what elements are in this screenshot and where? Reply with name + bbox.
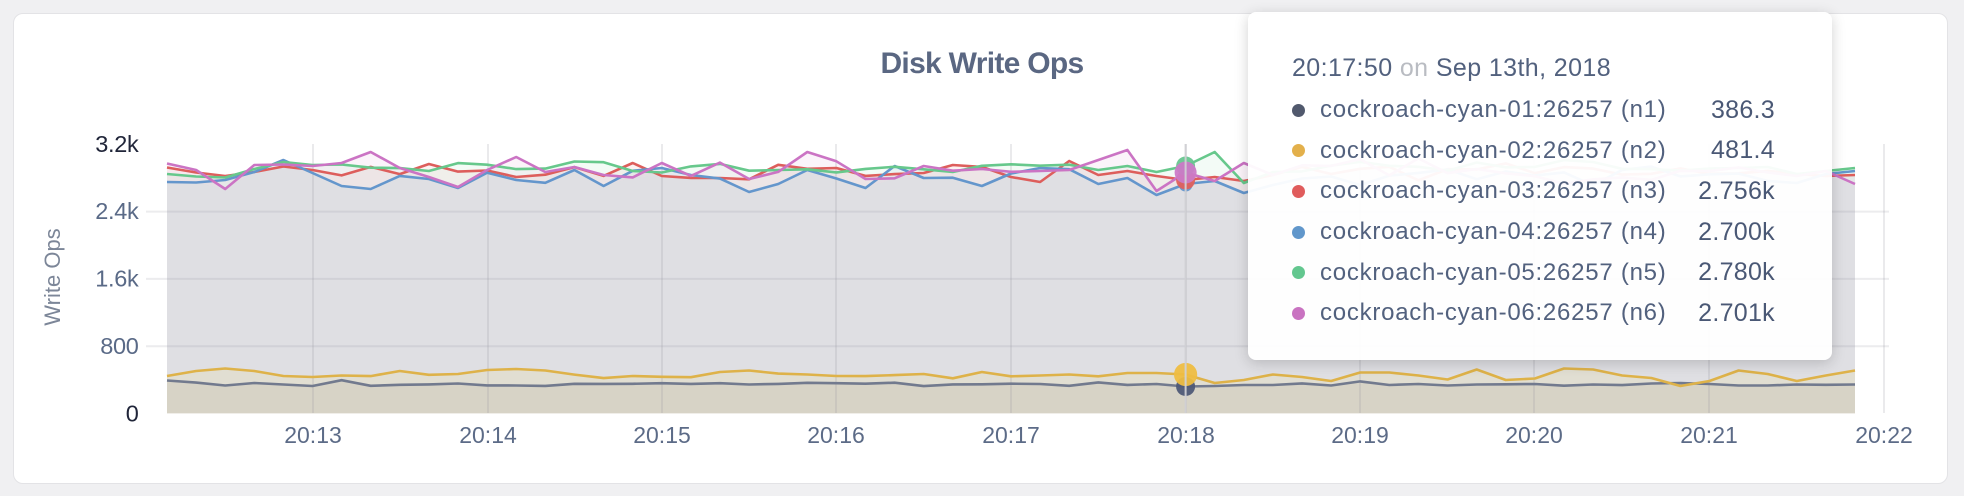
svg-text:20:16: 20:16: [807, 422, 865, 448]
svg-text:20:18: 20:18: [1157, 422, 1215, 448]
svg-text:2.4k: 2.4k: [95, 198, 139, 224]
svg-text:0: 0: [126, 400, 139, 426]
svg-text:800: 800: [100, 333, 139, 359]
svg-text:20:15: 20:15: [633, 422, 691, 448]
svg-text:20:13: 20:13: [284, 422, 342, 448]
svg-text:20:19: 20:19: [1331, 422, 1389, 448]
svg-text:20:21: 20:21: [1680, 422, 1738, 448]
svg-text:20:20: 20:20: [1505, 422, 1563, 448]
svg-text:3.2k: 3.2k: [95, 131, 139, 157]
svg-text:Write Ops: Write Ops: [40, 228, 65, 325]
svg-text:1.6k: 1.6k: [95, 265, 139, 291]
svg-text:20:14: 20:14: [459, 422, 517, 448]
svg-text:20:22: 20:22: [1855, 422, 1913, 448]
svg-text:20:17: 20:17: [982, 422, 1040, 448]
